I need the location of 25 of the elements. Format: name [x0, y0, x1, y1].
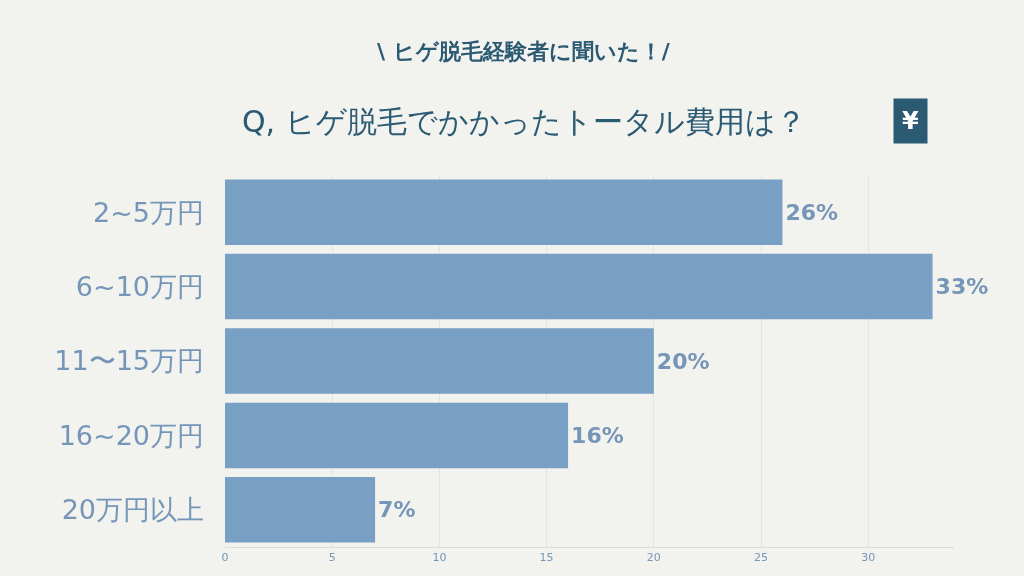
y-tick-label: 20万円以上 [61, 494, 204, 526]
bar [225, 477, 376, 543]
y-tick-label: 6~10万円 [75, 271, 204, 303]
bar [225, 179, 783, 245]
data-label: 33% [935, 274, 989, 300]
data-label: 26% [785, 199, 839, 225]
chart-subtitle: \ ヒゲ脱毛経験者に聞いた！/ [377, 39, 671, 64]
x-tick-label: 20 [646, 551, 661, 565]
bar [225, 253, 933, 320]
y-tick-label: 2~5万円 [93, 196, 204, 228]
data-label: 7% [378, 497, 416, 523]
x-tick-label: 10 [432, 551, 447, 565]
data-label: 20% [656, 348, 710, 374]
x-tick-label: 5 [328, 551, 336, 565]
x-tick-label: 0 [221, 551, 229, 565]
bar [225, 402, 569, 469]
y-tick-label: 11〜15万円 [54, 345, 204, 377]
data-label: 16% [571, 422, 624, 448]
x-tick-label: 15 [539, 551, 554, 565]
y-tick-label: 16~20万円 [58, 419, 204, 451]
text: ¥ [902, 107, 919, 135]
x-tick-label: 25 [754, 551, 769, 565]
x-tick-label: 30 [861, 551, 876, 565]
bar [225, 328, 654, 394]
chart-title: Q, ヒゲ脱毛でかかったトータル費用は？ [242, 104, 806, 139]
